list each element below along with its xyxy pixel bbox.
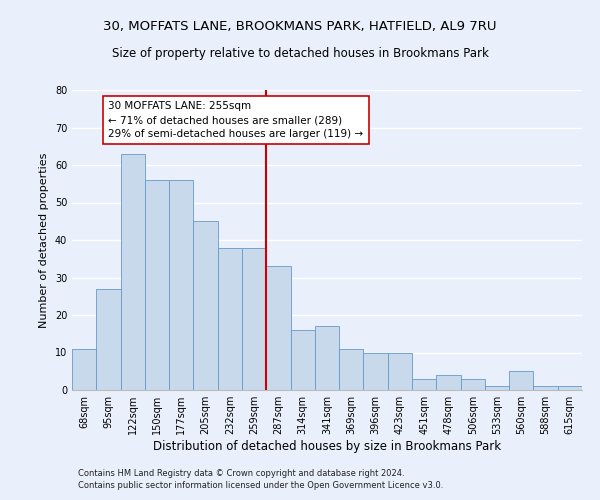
Bar <box>388 352 412 390</box>
X-axis label: Distribution of detached houses by size in Brookmans Park: Distribution of detached houses by size … <box>153 440 501 453</box>
Bar <box>121 154 145 390</box>
Text: 30 MOFFATS LANE: 255sqm
← 71% of detached houses are smaller (289)
29% of semi-d: 30 MOFFATS LANE: 255sqm ← 71% of detache… <box>109 101 364 139</box>
Bar <box>72 349 96 390</box>
Bar <box>509 371 533 390</box>
Bar <box>364 352 388 390</box>
Text: 30, MOFFATS LANE, BROOKMANS PARK, HATFIELD, AL9 7RU: 30, MOFFATS LANE, BROOKMANS PARK, HATFIE… <box>103 20 497 33</box>
Bar <box>485 386 509 390</box>
Text: Contains HM Land Registry data © Crown copyright and database right 2024.: Contains HM Land Registry data © Crown c… <box>78 468 404 477</box>
Bar <box>533 386 558 390</box>
Bar <box>290 330 315 390</box>
Bar <box>193 221 218 390</box>
Text: Contains public sector information licensed under the Open Government Licence v3: Contains public sector information licen… <box>78 481 443 490</box>
Bar <box>145 180 169 390</box>
Bar <box>339 349 364 390</box>
Text: Size of property relative to detached houses in Brookmans Park: Size of property relative to detached ho… <box>112 48 488 60</box>
Bar <box>96 289 121 390</box>
Y-axis label: Number of detached properties: Number of detached properties <box>39 152 49 328</box>
Bar <box>436 375 461 390</box>
Bar <box>315 326 339 390</box>
Bar <box>242 248 266 390</box>
Bar <box>558 386 582 390</box>
Bar <box>218 248 242 390</box>
Bar <box>412 379 436 390</box>
Bar <box>461 379 485 390</box>
Bar <box>266 266 290 390</box>
Bar <box>169 180 193 390</box>
